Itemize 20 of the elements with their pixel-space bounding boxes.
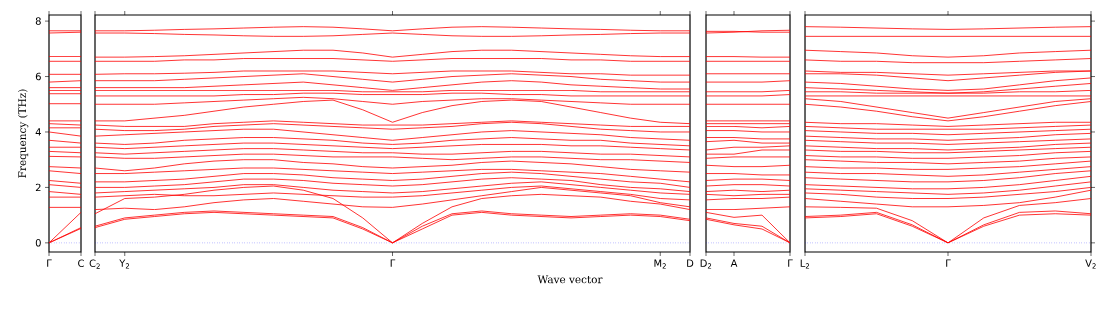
- x-axis-title: Wave vector: [537, 275, 603, 284]
- x-tick-label: M$_{2}$: [654, 259, 666, 269]
- y-tick-label: 0: [35, 239, 41, 247]
- x-tick-label: Γ: [47, 259, 52, 267]
- x-tick-label: C: [78, 259, 84, 268]
- x-tick-label: Γ: [946, 259, 951, 267]
- x-tick-label: Γ: [390, 259, 396, 267]
- x-tick-label: Γ: [788, 259, 793, 267]
- y-tick-label: 2: [35, 183, 41, 192]
- x-tick-label: V$_{2}$: [1085, 259, 1096, 269]
- x-tick-label: D$_{2}$: [700, 259, 712, 269]
- x-tick-label: A: [730, 259, 738, 267]
- x-tick-label: D: [687, 259, 694, 267]
- x-tick-label: L$_{2}$: [800, 259, 810, 269]
- y-tick-label: 6: [35, 72, 41, 81]
- x-tick-label: Y$_{2}$: [119, 259, 130, 269]
- y-axis-title: Frequency (THz): [18, 89, 29, 178]
- x-tick-label: C$_{2}$: [89, 259, 100, 269]
- y-tick-label: 4: [35, 128, 41, 136]
- y-tick-label: 8: [35, 17, 41, 25]
